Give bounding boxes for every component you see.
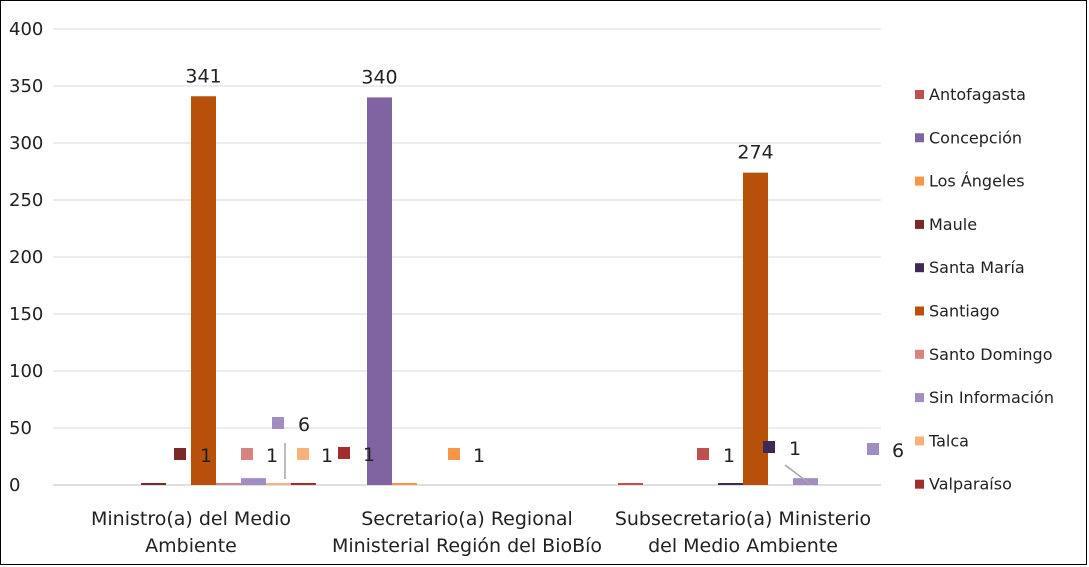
bar (618, 483, 643, 485)
data-label: 1 (266, 445, 278, 467)
legend-label: Sin Información (929, 388, 1054, 407)
bar (718, 483, 743, 485)
data-label-marker (338, 447, 350, 459)
y-tick-label: 0 (9, 475, 20, 496)
legend-label: Santa María (929, 258, 1025, 277)
legend-swatch (915, 349, 924, 359)
data-label-marker (867, 443, 879, 455)
bar (367, 97, 392, 486)
data-label-marker (697, 448, 709, 460)
bar (793, 478, 818, 485)
legend-swatch (915, 479, 924, 489)
leader-lines (284, 443, 810, 484)
y-tick-label: 150 (9, 304, 43, 325)
bars (141, 96, 818, 486)
bar (141, 483, 166, 485)
legend-label: Talca (928, 431, 969, 450)
legend-swatch (915, 90, 924, 99)
data-label: 1 (789, 438, 801, 460)
data-label-marker (272, 417, 284, 429)
data-label-marker (448, 448, 460, 460)
legend-swatch (915, 306, 924, 316)
data-label-marker (763, 441, 775, 453)
y-tick-label: 350 (9, 76, 43, 97)
x-category-label: Ambiente (145, 535, 237, 557)
y-tick-label: 300 (9, 133, 43, 154)
legend-label: Antofagasta (929, 85, 1026, 104)
data-label: 1 (723, 445, 735, 467)
legend-swatch (915, 176, 924, 186)
bar (216, 483, 241, 485)
y-tick-label: 250 (9, 190, 43, 211)
y-tick-label: 200 (9, 247, 43, 268)
data-label-marker (174, 448, 186, 460)
x-category-label: Subsecretario(a) Ministerio (615, 508, 871, 530)
x-axis: Ministro(a) del Medio Ambiente Secretario(… (91, 508, 871, 557)
bar (743, 172, 768, 485)
legend-label: Valparaíso (929, 475, 1012, 494)
bar (191, 96, 216, 485)
x-category-label: Ministerial Región del BioBío (332, 535, 602, 557)
data-label: 1 (200, 445, 212, 467)
legend-swatch (915, 133, 924, 143)
legend-label: Maule (929, 215, 977, 234)
leader-line (784, 464, 810, 484)
data-label: 340 (361, 66, 397, 88)
bar (266, 483, 291, 485)
x-category-label: Secretario(a) Regional (361, 508, 573, 530)
data-label: 1 (363, 444, 375, 466)
y-tick-label: 50 (9, 418, 32, 439)
data-label: 1 (473, 445, 485, 467)
legend-label: Los Ángeles (929, 172, 1025, 191)
data-label-marker (297, 448, 309, 460)
bar (291, 483, 316, 485)
legend-swatch (915, 263, 924, 273)
legend-label: Santo Domingo (929, 345, 1052, 364)
data-label: 274 (737, 142, 773, 164)
x-category-label: del Medio Ambiente (648, 535, 838, 557)
bar (392, 483, 417, 485)
bar (241, 478, 266, 485)
legend-swatch (915, 393, 924, 403)
data-label: 6 (298, 414, 310, 436)
y-tick-label: 400 (9, 19, 43, 40)
legend-label: Santiago (929, 302, 1000, 321)
data-label: 6 (892, 440, 904, 462)
y-tick-label: 100 (9, 361, 43, 382)
legend-swatch (915, 219, 924, 229)
data-label-marker (241, 448, 253, 460)
x-category-label: Ministro(a) del Medio (91, 508, 291, 530)
data-label: 1 (321, 445, 333, 467)
y-axis: 0 50 100 150 200 250 300 350 400 (9, 19, 43, 496)
legend-swatch (915, 436, 924, 446)
legend: Antofagasta Concepción Los Ángeles Maule San… (915, 85, 1054, 494)
data-label: 341 (185, 65, 221, 87)
legend-label: Concepción (929, 128, 1022, 147)
